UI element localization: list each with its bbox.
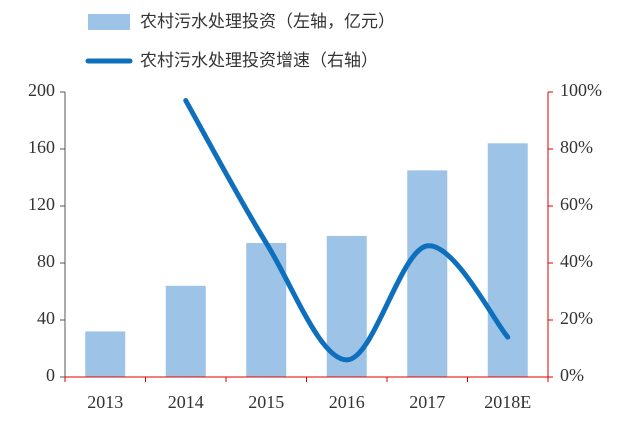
y2-tick-label: 0% xyxy=(560,365,584,385)
y2-tick-label: 100% xyxy=(560,80,602,100)
y2-tick-label: 80% xyxy=(560,137,593,157)
y-tick-label: 200 xyxy=(28,80,55,100)
legend-label: 农村污水处理投资增速（右轴） xyxy=(140,51,378,71)
y-tick-label: 40 xyxy=(37,308,55,328)
x-tick-label: 2015 xyxy=(248,392,284,412)
x-tick-label: 2013 xyxy=(87,392,123,412)
y2-tick-label: 20% xyxy=(560,308,593,328)
x-tick-label: 2014 xyxy=(168,392,204,412)
y2-tick-label: 40% xyxy=(560,251,593,271)
y-tick-label: 120 xyxy=(28,194,55,214)
y-tick-label: 0 xyxy=(46,365,55,385)
x-tick-label: 2018E xyxy=(484,392,531,412)
bar xyxy=(85,331,126,377)
y2-tick-label: 60% xyxy=(560,194,593,214)
legend-label: 农村污水处理投资（左轴，亿元） xyxy=(140,12,395,32)
legend-swatch xyxy=(88,14,130,30)
bar xyxy=(407,170,448,377)
y-tick-label: 80 xyxy=(37,251,55,271)
y-tick-label: 160 xyxy=(28,137,55,157)
line xyxy=(183,98,511,363)
x-tick-label: 2017 xyxy=(409,392,445,412)
bar xyxy=(487,143,528,377)
x-tick-label: 2016 xyxy=(329,392,365,412)
bar xyxy=(165,285,206,377)
